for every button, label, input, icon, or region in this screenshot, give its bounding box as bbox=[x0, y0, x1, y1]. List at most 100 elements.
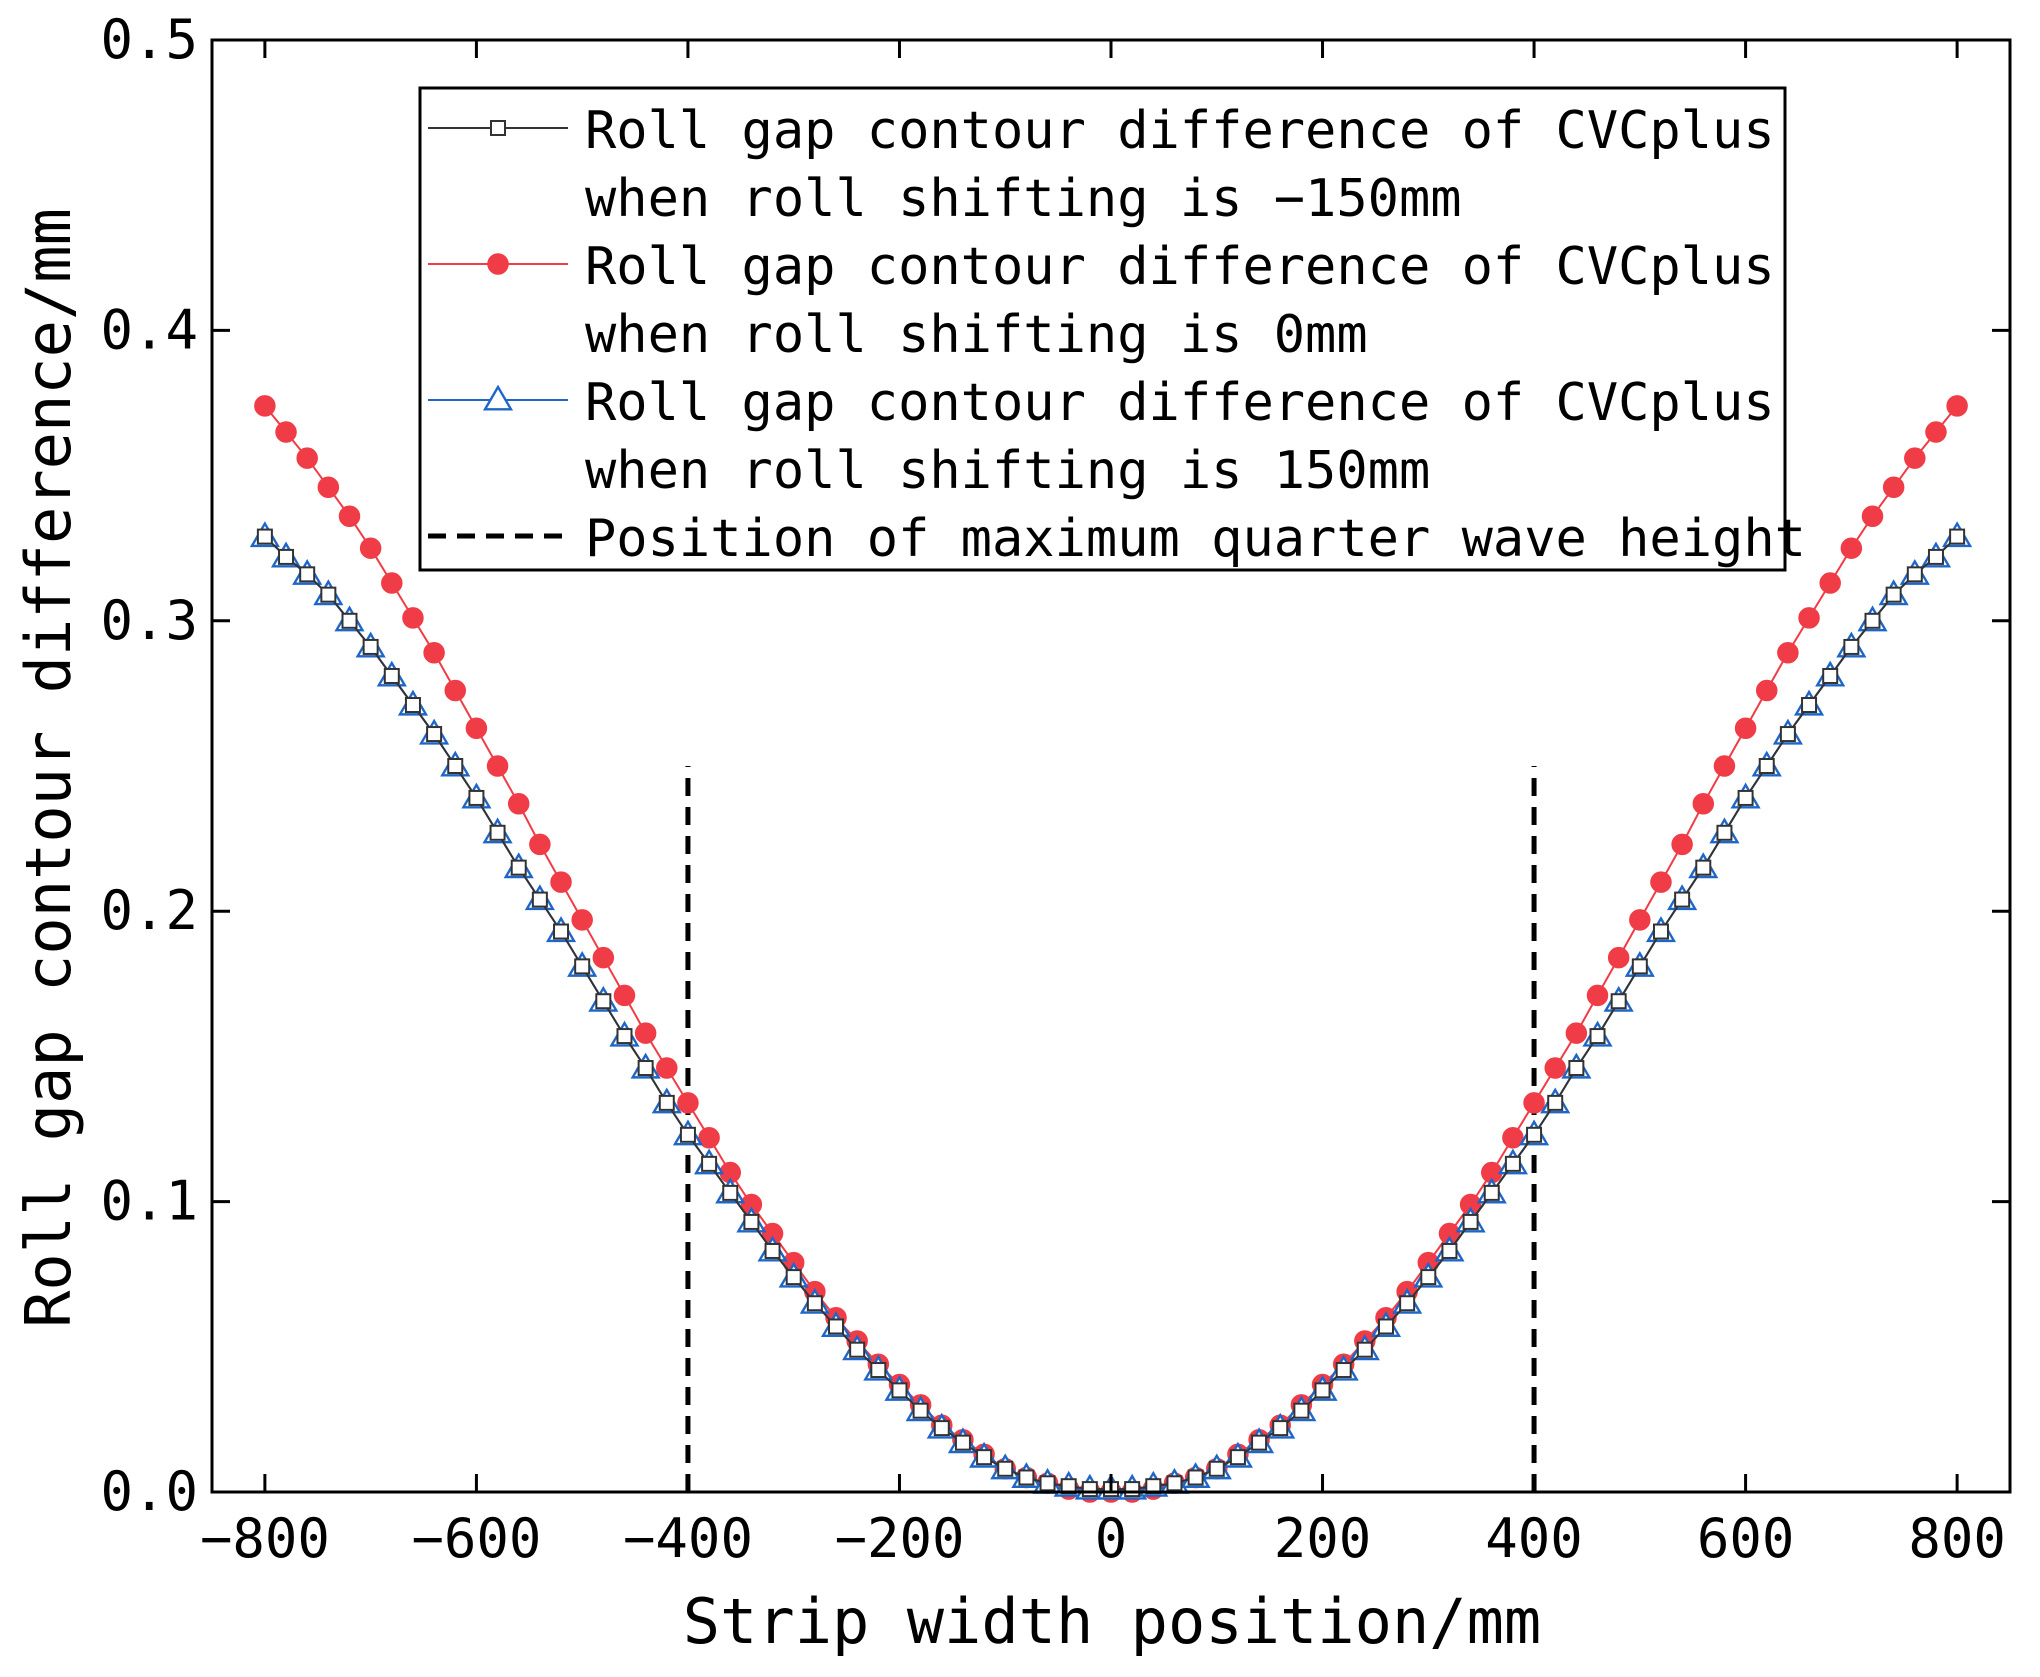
x-tick-label: 400 bbox=[1485, 1507, 1583, 1570]
data-point-shift-0 bbox=[275, 421, 297, 443]
data-point-shift-minus150 bbox=[595, 993, 612, 1010]
x-tick-label: 200 bbox=[1274, 1507, 1372, 1570]
x-tick-label: −400 bbox=[623, 1507, 753, 1570]
data-point-shift-0 bbox=[634, 1022, 657, 1044]
y-tick-label: 0.2 bbox=[100, 879, 198, 942]
data-point-shift-minus150 bbox=[1039, 1475, 1056, 1492]
data-point-shift-0 bbox=[507, 793, 530, 815]
data-point-shift-0 bbox=[381, 572, 403, 594]
legend-text: when roll shifting is −150mm bbox=[585, 169, 1462, 229]
data-point-shift-0 bbox=[698, 1126, 720, 1149]
legend-text: when roll shifting is 0mm bbox=[585, 305, 1368, 365]
data-point-shift-minus150 bbox=[383, 667, 400, 684]
data-point-shift-minus150 bbox=[531, 891, 548, 908]
legend-text: Roll gap contour difference of CVCplus bbox=[585, 237, 1775, 297]
data-point-shift-minus150 bbox=[1229, 1449, 1246, 1466]
data-point-shift-minus150 bbox=[1124, 1481, 1141, 1498]
data-point-shift-minus150 bbox=[1272, 1420, 1289, 1437]
data-point-shift-0 bbox=[1692, 793, 1715, 815]
data-point-shift-minus150 bbox=[870, 1362, 887, 1379]
data-point-shift-minus150 bbox=[1610, 993, 1627, 1010]
data-point-shift-minus150 bbox=[1864, 612, 1881, 629]
data-point-shift-minus150 bbox=[278, 548, 295, 565]
data-point-shift-minus150 bbox=[1695, 859, 1712, 876]
data-point-shift-0 bbox=[486, 755, 509, 777]
data-point-shift-minus150 bbox=[404, 697, 421, 714]
data-point-shift-0 bbox=[1904, 447, 1926, 469]
data-point-shift-minus150 bbox=[1822, 667, 1839, 684]
data-point-shift-minus150 bbox=[1758, 758, 1775, 774]
legend: Roll gap contour difference of CVCplus wh… bbox=[418, 86, 1806, 572]
data-point-shift-minus150 bbox=[1251, 1434, 1268, 1451]
data-point-shift-minus150 bbox=[1081, 1481, 1098, 1498]
data-point-shift-0 bbox=[1798, 607, 1820, 629]
legend-entry-shift-150: Roll gap contour difference of CVCplus wh… bbox=[428, 373, 1775, 501]
y-tick-label: 0.3 bbox=[100, 589, 198, 652]
data-point-shift-minus150 bbox=[912, 1402, 929, 1419]
data-point-shift-0 bbox=[359, 537, 382, 559]
data-point-shift-minus150 bbox=[891, 1382, 908, 1399]
legend-box bbox=[418, 86, 1787, 572]
y-tick-label: 0.5 bbox=[100, 8, 198, 71]
data-point-shift-minus150 bbox=[1314, 1382, 1331, 1399]
data-point-shift-minus150 bbox=[933, 1420, 950, 1437]
data-point-shift-minus150 bbox=[1631, 958, 1648, 975]
data-point-shift-minus150 bbox=[849, 1341, 866, 1358]
data-point-shift-minus150 bbox=[489, 824, 506, 841]
data-point-shift-minus150 bbox=[341, 612, 358, 629]
data-point-shift-minus150 bbox=[1293, 1402, 1310, 1419]
data-point-shift-0 bbox=[465, 717, 488, 739]
axes: −800 −600 −400 −200 0 200 400 600 800 0.0 0.1 0.2 0.… bbox=[100, 8, 2012, 1570]
data-point-shift-0 bbox=[529, 833, 551, 856]
x-tick-label: 600 bbox=[1697, 1507, 1795, 1570]
data-point-shift-minus150 bbox=[468, 789, 485, 806]
x-tick-label: −600 bbox=[411, 1507, 541, 1570]
x-tick-label: −800 bbox=[200, 1507, 330, 1570]
data-point-shift-minus150 bbox=[510, 859, 527, 876]
data-point-shift-0 bbox=[1777, 641, 1799, 664]
legend-marker bbox=[482, 384, 514, 411]
data-point-shift-0 bbox=[338, 505, 361, 528]
data-point-shift-minus150 bbox=[785, 1269, 802, 1286]
data-point-shift-minus150 bbox=[1779, 726, 1796, 743]
data-point-shift-minus150 bbox=[447, 758, 464, 774]
data-point-shift-0 bbox=[444, 679, 467, 702]
data-point-shift-minus150 bbox=[320, 586, 337, 603]
data-point-shift-minus150 bbox=[1843, 638, 1860, 655]
data-point-shift-minus150 bbox=[1927, 548, 1944, 565]
data-point-shift-0 bbox=[550, 871, 572, 893]
data-point-shift-0 bbox=[656, 1057, 678, 1079]
data-point-shift-minus150 bbox=[743, 1213, 760, 1230]
data-point-shift-minus150 bbox=[976, 1449, 993, 1466]
y-tick-label: 0.0 bbox=[100, 1460, 198, 1523]
data-point-shift-0 bbox=[1840, 537, 1863, 559]
data-point-shift-minus150 bbox=[679, 1126, 696, 1143]
data-point-shift-minus150 bbox=[1356, 1341, 1373, 1358]
data-point-shift-minus150 bbox=[299, 566, 316, 583]
data-point-shift-0 bbox=[1734, 717, 1757, 739]
data-point-shift-0 bbox=[317, 476, 340, 498]
data-point-shift-0 bbox=[677, 1092, 699, 1114]
data-point-shift-0 bbox=[1650, 871, 1672, 893]
data-point-shift-minus150 bbox=[1335, 1362, 1352, 1379]
data-point-shift-minus150 bbox=[1906, 566, 1923, 583]
data-point-shift-minus150 bbox=[658, 1094, 675, 1111]
data-point-shift-0 bbox=[1607, 946, 1630, 969]
data-point-shift-minus150 bbox=[637, 1060, 654, 1077]
data-point-shift-0 bbox=[1755, 679, 1778, 702]
data-point-shift-minus150 bbox=[828, 1318, 845, 1335]
legend-marker bbox=[487, 253, 509, 275]
data-point-shift-0 bbox=[1544, 1057, 1566, 1079]
data-point-shift-minus150 bbox=[722, 1184, 739, 1201]
legend-text: Roll gap contour difference of CVCplus bbox=[585, 373, 1775, 433]
data-point-shift-minus150 bbox=[701, 1155, 718, 1172]
data-point-shift-0 bbox=[1523, 1092, 1545, 1114]
data-point-shift-0 bbox=[254, 395, 276, 417]
data-point-shift-minus150 bbox=[1716, 824, 1733, 841]
data-point-shift-minus150 bbox=[1483, 1184, 1500, 1201]
data-point-shift-minus150 bbox=[1441, 1242, 1458, 1259]
x-tick-label: 800 bbox=[1908, 1507, 2006, 1570]
data-point-shift-0 bbox=[571, 909, 593, 931]
data-point-shift-minus150 bbox=[806, 1295, 823, 1312]
y-tick-label: 0.4 bbox=[100, 298, 198, 361]
